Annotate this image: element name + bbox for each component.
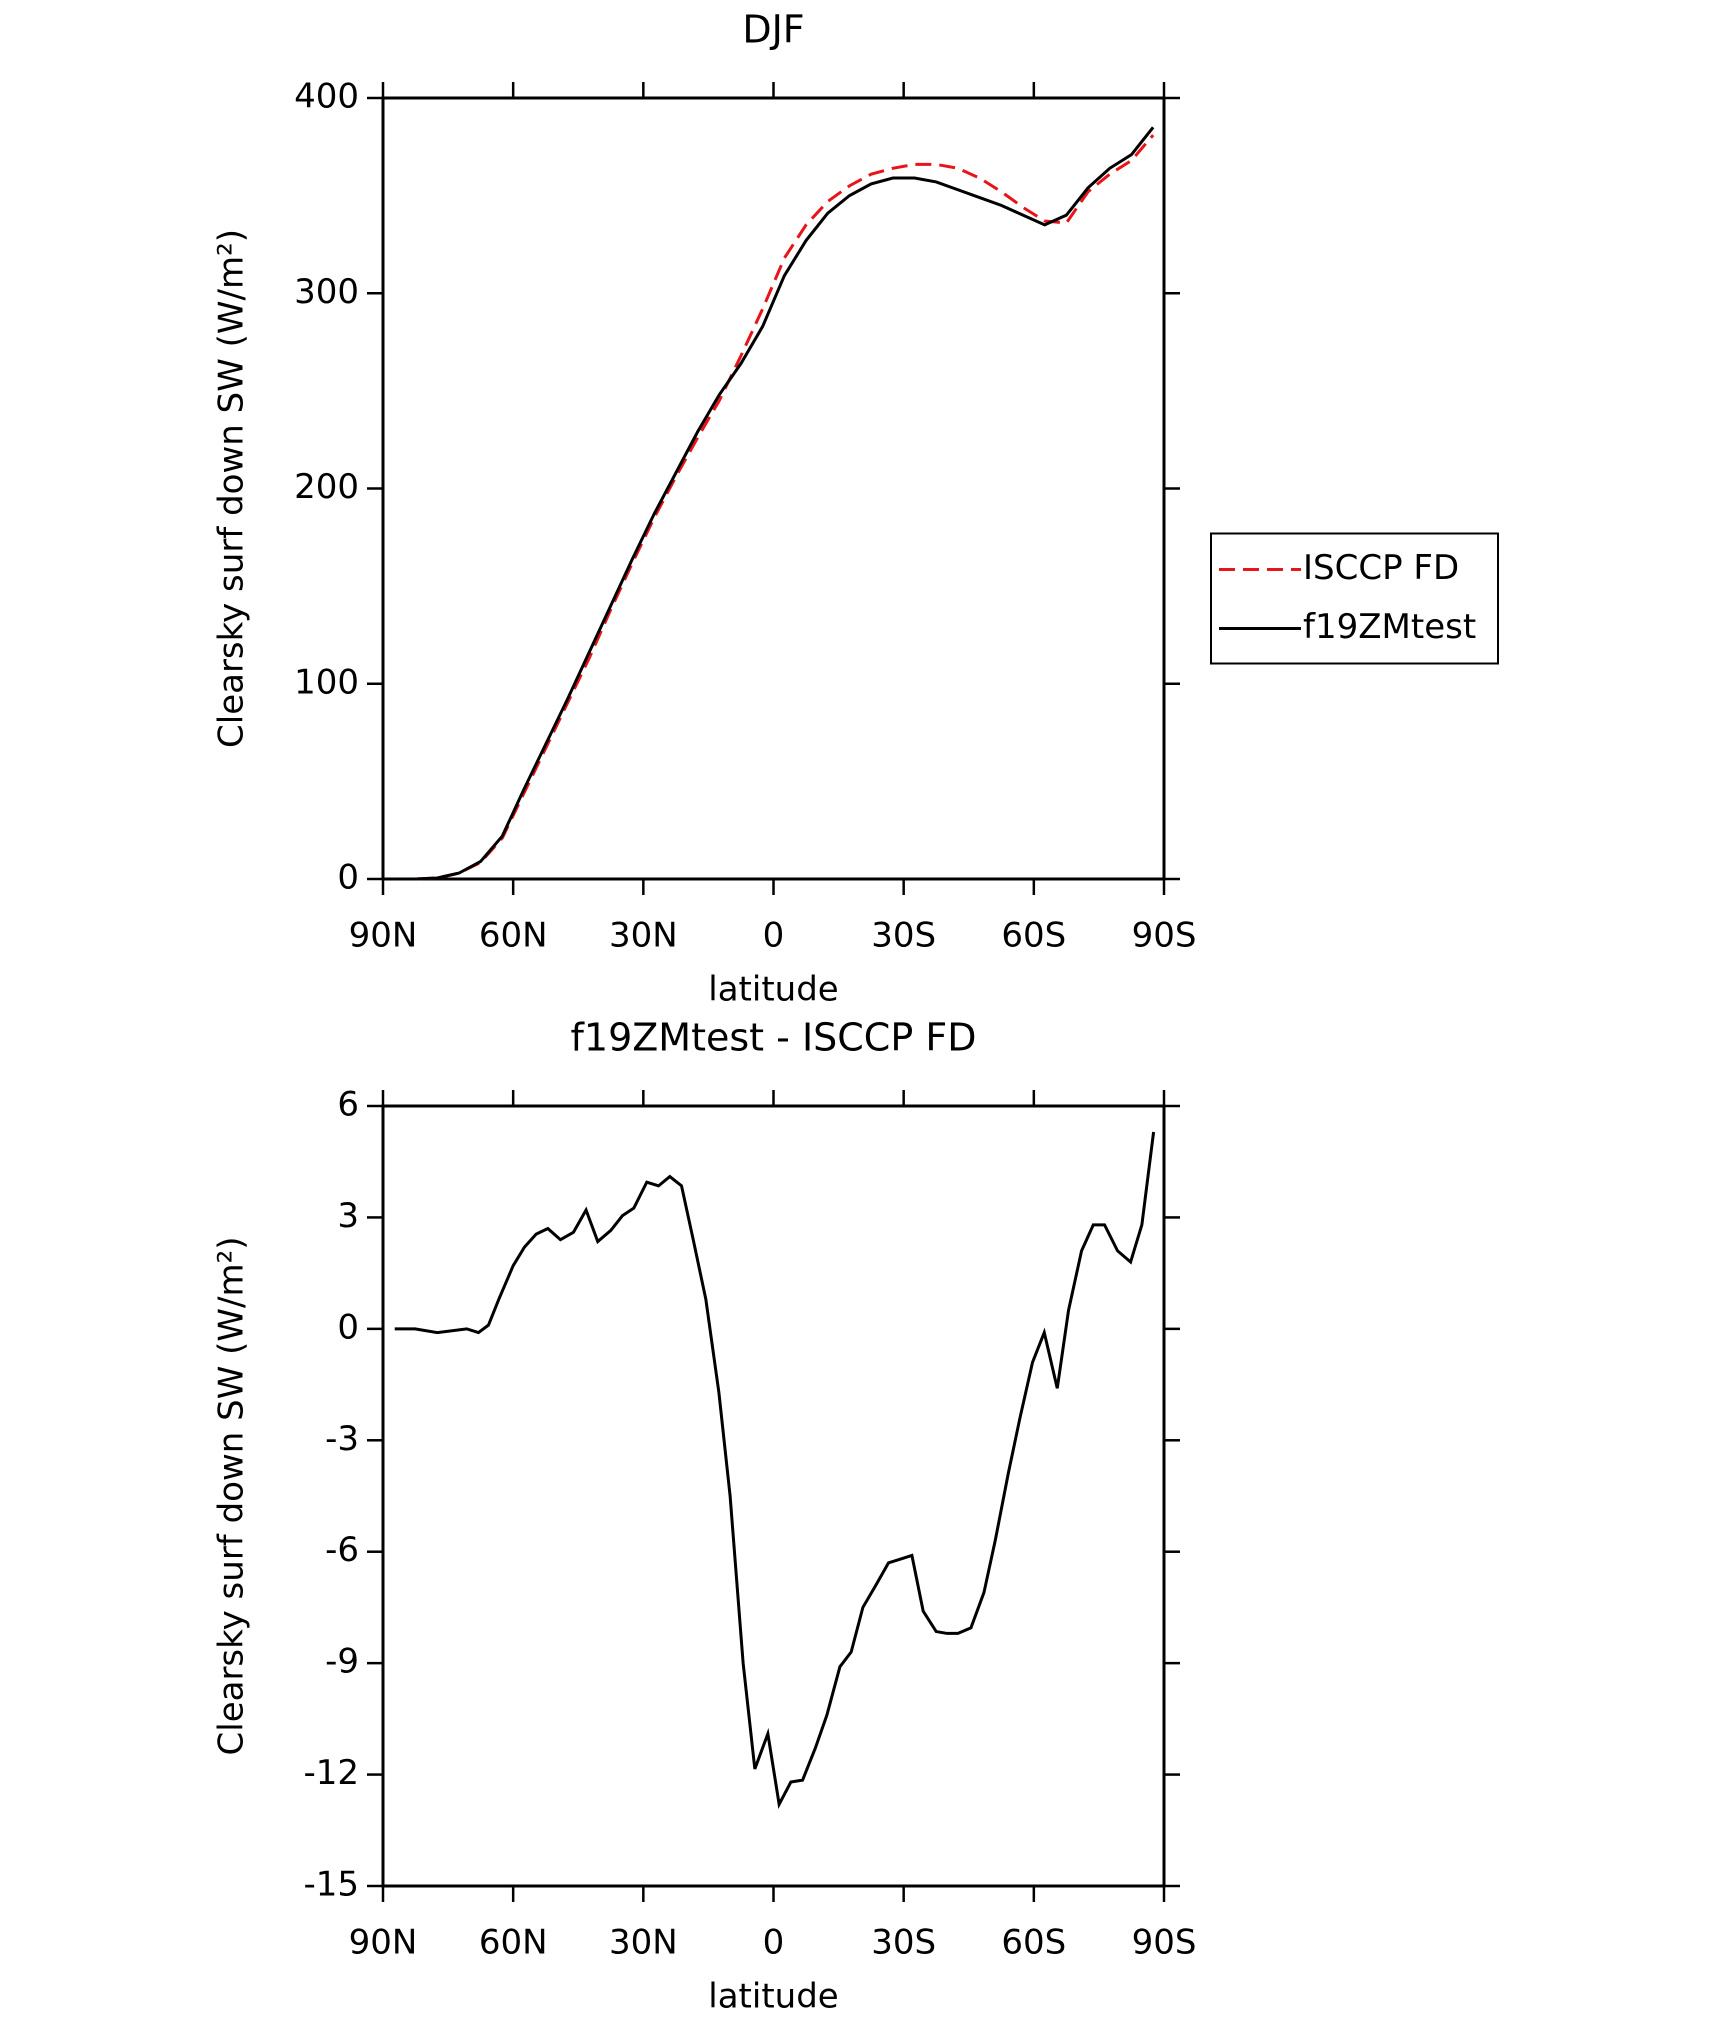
- x-tick-label: 90N: [349, 916, 418, 956]
- data-line: [393, 126, 1155, 881]
- y-tick-label: 6: [337, 1085, 359, 1125]
- x-tick-label: 90S: [1132, 916, 1197, 956]
- y-tick-label: 200: [294, 467, 359, 507]
- data-line: [393, 134, 1155, 881]
- x-tick-label: 30S: [871, 916, 936, 956]
- x-tick-label: 30N: [609, 1923, 678, 1963]
- y-tick-label: 100: [294, 662, 359, 702]
- x-tick-label: 60S: [1001, 1923, 1066, 1963]
- legend-box: [1210, 532, 1499, 665]
- data-line: [394, 1131, 1156, 1809]
- plot-frame: [381, 1104, 1166, 1888]
- x-axis-label: latitude: [708, 970, 838, 1010]
- legend-label: ISCCP FD: [1303, 548, 1459, 588]
- x-tick-label: 60N: [479, 1923, 548, 1963]
- x-tick-label: 90S: [1132, 1923, 1197, 1963]
- y-tick-label: -15: [303, 1865, 359, 1905]
- y-tick-label: -3: [325, 1419, 359, 1459]
- x-tick-label: 0: [763, 916, 785, 956]
- x-tick-label: 60N: [479, 916, 548, 956]
- chart-title: DJF: [742, 8, 804, 52]
- legend-label: f19ZMtest: [1303, 607, 1476, 647]
- y-tick-label: 0: [337, 1307, 359, 1347]
- x-tick-label: 90N: [349, 1923, 418, 1963]
- y-tick-label: 3: [337, 1196, 359, 1236]
- y-tick-label: -12: [303, 1753, 359, 1793]
- y-tick-label: 0: [337, 858, 359, 898]
- x-tick-label: 30N: [609, 916, 678, 956]
- y-tick-label: -9: [325, 1642, 359, 1682]
- x-tick-label: 0: [763, 1923, 785, 1963]
- y-tick-label: 300: [294, 272, 359, 312]
- y-tick-label: 400: [294, 77, 359, 117]
- chart-title: f19ZMtest - ISCCP FD: [571, 1016, 977, 1060]
- y-axis-label: Clearsky surf down SW (W/m²): [212, 229, 252, 748]
- plot-frame: [381, 96, 1166, 881]
- x-axis-label: latitude: [708, 1977, 838, 2017]
- y-axis-label: Clearsky surf down SW (W/m²): [212, 1237, 252, 1756]
- y-tick-label: -6: [325, 1530, 359, 1570]
- x-tick-label: 30S: [871, 1923, 936, 1963]
- x-tick-label: 60S: [1001, 916, 1066, 956]
